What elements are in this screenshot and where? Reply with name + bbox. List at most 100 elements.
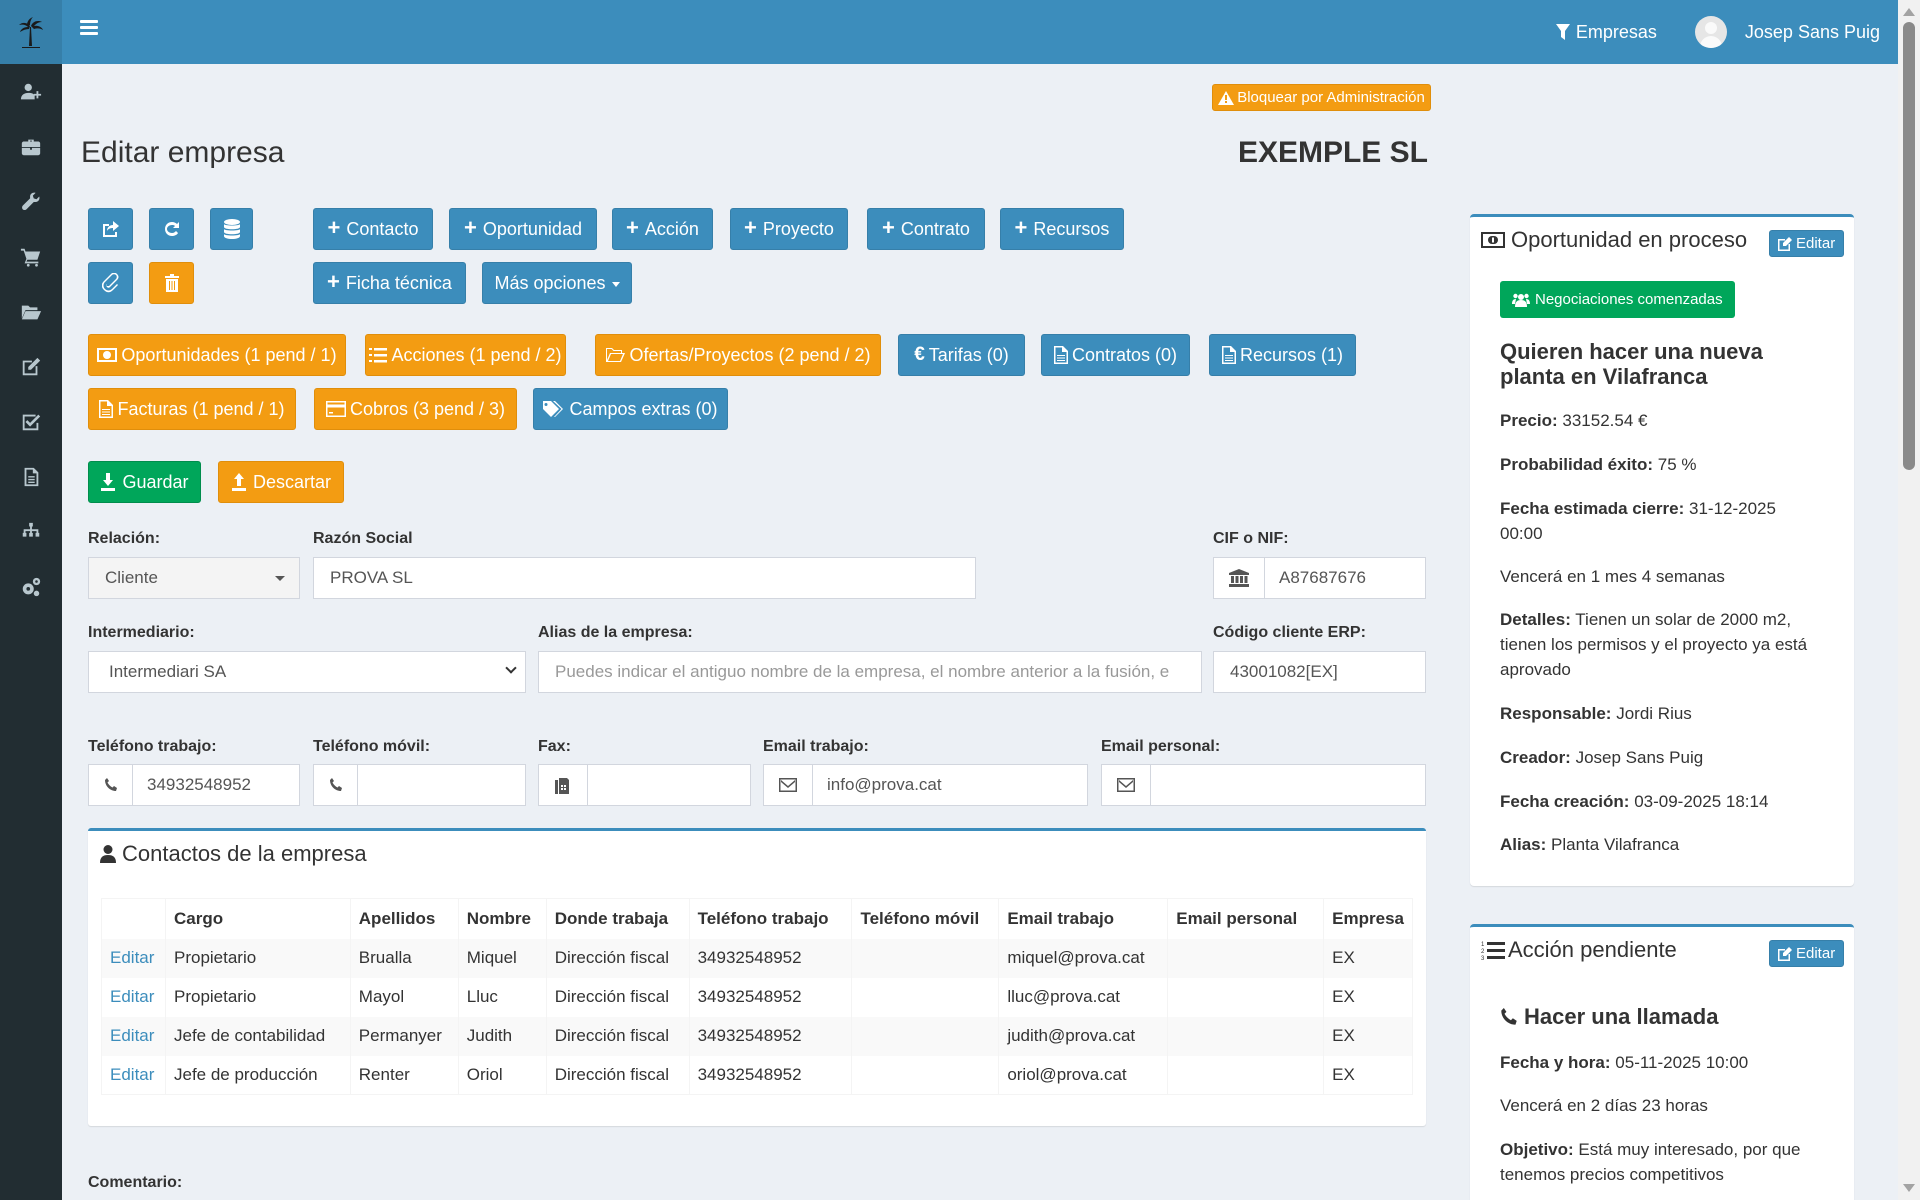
cif-input-group: A87687676 <box>1213 557 1426 599</box>
cell-email-personal <box>1167 1055 1325 1095</box>
save-button[interactable]: Guardar <box>88 461 201 503</box>
intermediario-select[interactable]: Intermediari SA <box>88 651 526 693</box>
block-admin-label: Bloquear por Administración <box>1237 89 1425 106</box>
topbar: Empresas Josep Sans Puig <box>62 0 1898 64</box>
tab-contracts[interactable]: Contratos (0) <box>1041 334 1190 376</box>
work-email-input[interactable]: info@prova.cat <box>827 775 942 794</box>
close-date-value: 31-12-2025 00:00 <box>1500 499 1776 543</box>
edit-opportunity-button[interactable]: Editar <box>1769 230 1845 257</box>
objective-value: Está muy interesado, por que tenemos pre… <box>1500 1140 1801 1184</box>
razon-social-input[interactable]: PROVA SL <box>313 557 976 599</box>
edit-contact-link[interactable]: Editar <box>101 1016 166 1056</box>
refresh-icon <box>164 222 179 236</box>
discard-button[interactable]: Descartar <box>218 461 344 503</box>
erp-code-input[interactable]: 43001082[EX] <box>1213 651 1426 693</box>
cell-donde: Dirección fiscal <box>546 938 690 978</box>
refresh-button[interactable] <box>149 208 194 250</box>
block-admin-button[interactable]: Bloquear por Administración <box>1212 84 1431 111</box>
sidebar-item-folders[interactable] <box>0 284 62 339</box>
logo[interactable] <box>0 0 62 64</box>
cif-input[interactable]: A87687676 <box>1279 568 1366 587</box>
sidebar-item-tools[interactable] <box>0 174 62 229</box>
add-resources-button[interactable]: + Recursos <box>1000 208 1124 250</box>
edit-contact-link[interactable]: Editar <box>101 1055 166 1095</box>
work-phone-input[interactable]: 34932548952 <box>147 775 252 794</box>
tab-actions[interactable]: Acciones (1 pend / 2) <box>365 334 566 376</box>
database-button[interactable] <box>210 208 253 250</box>
menu-toggle-icon[interactable] <box>80 20 98 36</box>
fax-input[interactable] <box>588 765 750 805</box>
tab-resources[interactable]: Recursos (1) <box>1209 334 1356 376</box>
relacion-label: Relación: <box>88 530 161 547</box>
sidebar-item-documents[interactable] <box>0 449 62 504</box>
tab-opportunities-label: Oportunidades (1 pend / 1) <box>121 344 337 365</box>
add-project-button[interactable]: + Proyecto <box>730 208 848 250</box>
add-opportunity-button[interactable]: + Oportunidad <box>449 208 597 250</box>
created-label: Fecha creación: <box>1500 792 1630 811</box>
check-square-icon <box>22 414 41 430</box>
relacion-select[interactable]: Cliente <box>88 557 300 599</box>
details-value: Tienen un solar de 2000 m2, tienen los p… <box>1500 610 1808 679</box>
delete-button[interactable] <box>149 262 194 304</box>
scroll-thumb[interactable] <box>1903 22 1915 470</box>
cell-apellidos: Mayol <box>350 977 459 1017</box>
tab-opportunities[interactable]: Oportunidades (1 pend / 1) <box>88 334 346 376</box>
relacion-value: Cliente <box>105 568 158 587</box>
personal-email-input[interactable] <box>1151 765 1425 805</box>
column-header: Teléfono móvil <box>851 898 1000 939</box>
sidebar-item-cart[interactable] <box>0 229 62 284</box>
wrench-icon <box>22 192 40 210</box>
sidebar-item-organization[interactable] <box>0 504 62 559</box>
sidebar-item-edit[interactable] <box>0 339 62 394</box>
edit-action-button[interactable]: Editar <box>1769 940 1845 967</box>
page-scrollbar[interactable] <box>1898 0 1920 1200</box>
cell-tel: 34932548952 <box>689 1016 853 1056</box>
pending-action-title-text: Acción pendiente <box>1508 937 1677 962</box>
table-header-row: Cargo Apellidos Nombre Donde trabaja Tel… <box>101 898 1413 939</box>
sidebar-item-add-user[interactable] <box>0 64 62 119</box>
trash-icon <box>164 274 179 292</box>
users-icon <box>1512 293 1530 307</box>
work-phone-label: Teléfono trabajo: <box>88 738 217 755</box>
add-technical-sheet-button[interactable]: + Ficha técnica <box>313 262 466 304</box>
scroll-up-icon[interactable] <box>1903 8 1915 16</box>
add-contract-label: Contrato <box>900 218 970 239</box>
mobile-phone-group <box>313 764 526 806</box>
tab-invoices[interactable]: Facturas (1 pend / 1) <box>88 388 296 430</box>
tab-extra-fields[interactable]: Campos extras (0) <box>533 388 728 430</box>
tab-offers-projects[interactable]: Ofertas/Proyectos (2 pend / 2) <box>595 334 881 376</box>
sidebar-item-tasks[interactable] <box>0 394 62 449</box>
caret-down-icon <box>275 576 285 581</box>
sidebar-item-companies[interactable] <box>0 119 62 174</box>
svg-text:1: 1 <box>1481 942 1485 948</box>
plus-icon: + <box>744 215 757 240</box>
share-icon <box>102 221 119 237</box>
cell-nombre: Miquel <box>458 938 547 978</box>
alias-input[interactable]: Puedes indicar el antiguo nombre de la e… <box>538 651 1202 693</box>
svg-text:3: 3 <box>1481 956 1485 960</box>
mobile-phone-input[interactable] <box>358 765 525 805</box>
pending-action-due: Vencerá en 2 días 23 horas <box>1500 1096 1708 1115</box>
edit-contact-link[interactable]: Editar <box>101 938 166 978</box>
add-action-button[interactable]: + Acción <box>612 208 713 250</box>
export-button[interactable] <box>88 208 133 250</box>
opportunity-owner: Responsable: Jordi Rius <box>1500 701 1692 726</box>
tab-rates[interactable]: € Tarifas (0) <box>898 334 1025 376</box>
sidebar-item-settings[interactable] <box>0 559 62 614</box>
add-contract-button[interactable]: + Contrato <box>867 208 985 250</box>
edit-contact-link[interactable]: Editar <box>101 977 166 1017</box>
tab-payments[interactable]: Cobros (3 pend / 3) <box>314 388 517 430</box>
company-filter-button[interactable]: Empresas <box>1555 22 1657 43</box>
attach-button[interactable] <box>88 262 133 304</box>
opportunity-status-text: Negociaciones comenzadas <box>1535 291 1723 308</box>
contacts-table: Cargo Apellidos Nombre Donde trabaja Tel… <box>101 898 1413 1095</box>
add-contact-button[interactable]: + Contacto <box>313 208 433 250</box>
list-ol-icon: 123 <box>1481 942 1505 960</box>
opportunity-card: Oportunidad en proceso Editar Negociacio… <box>1470 214 1854 886</box>
scroll-down-icon[interactable] <box>1903 1184 1915 1192</box>
more-options-dropdown[interactable]: Más opciones <box>482 262 632 304</box>
user-menu[interactable]: Josep Sans Puig <box>1694 16 1880 48</box>
chevron-down-icon <box>505 662 517 674</box>
tab-payments-label: Cobros (3 pend / 3) <box>349 398 506 419</box>
